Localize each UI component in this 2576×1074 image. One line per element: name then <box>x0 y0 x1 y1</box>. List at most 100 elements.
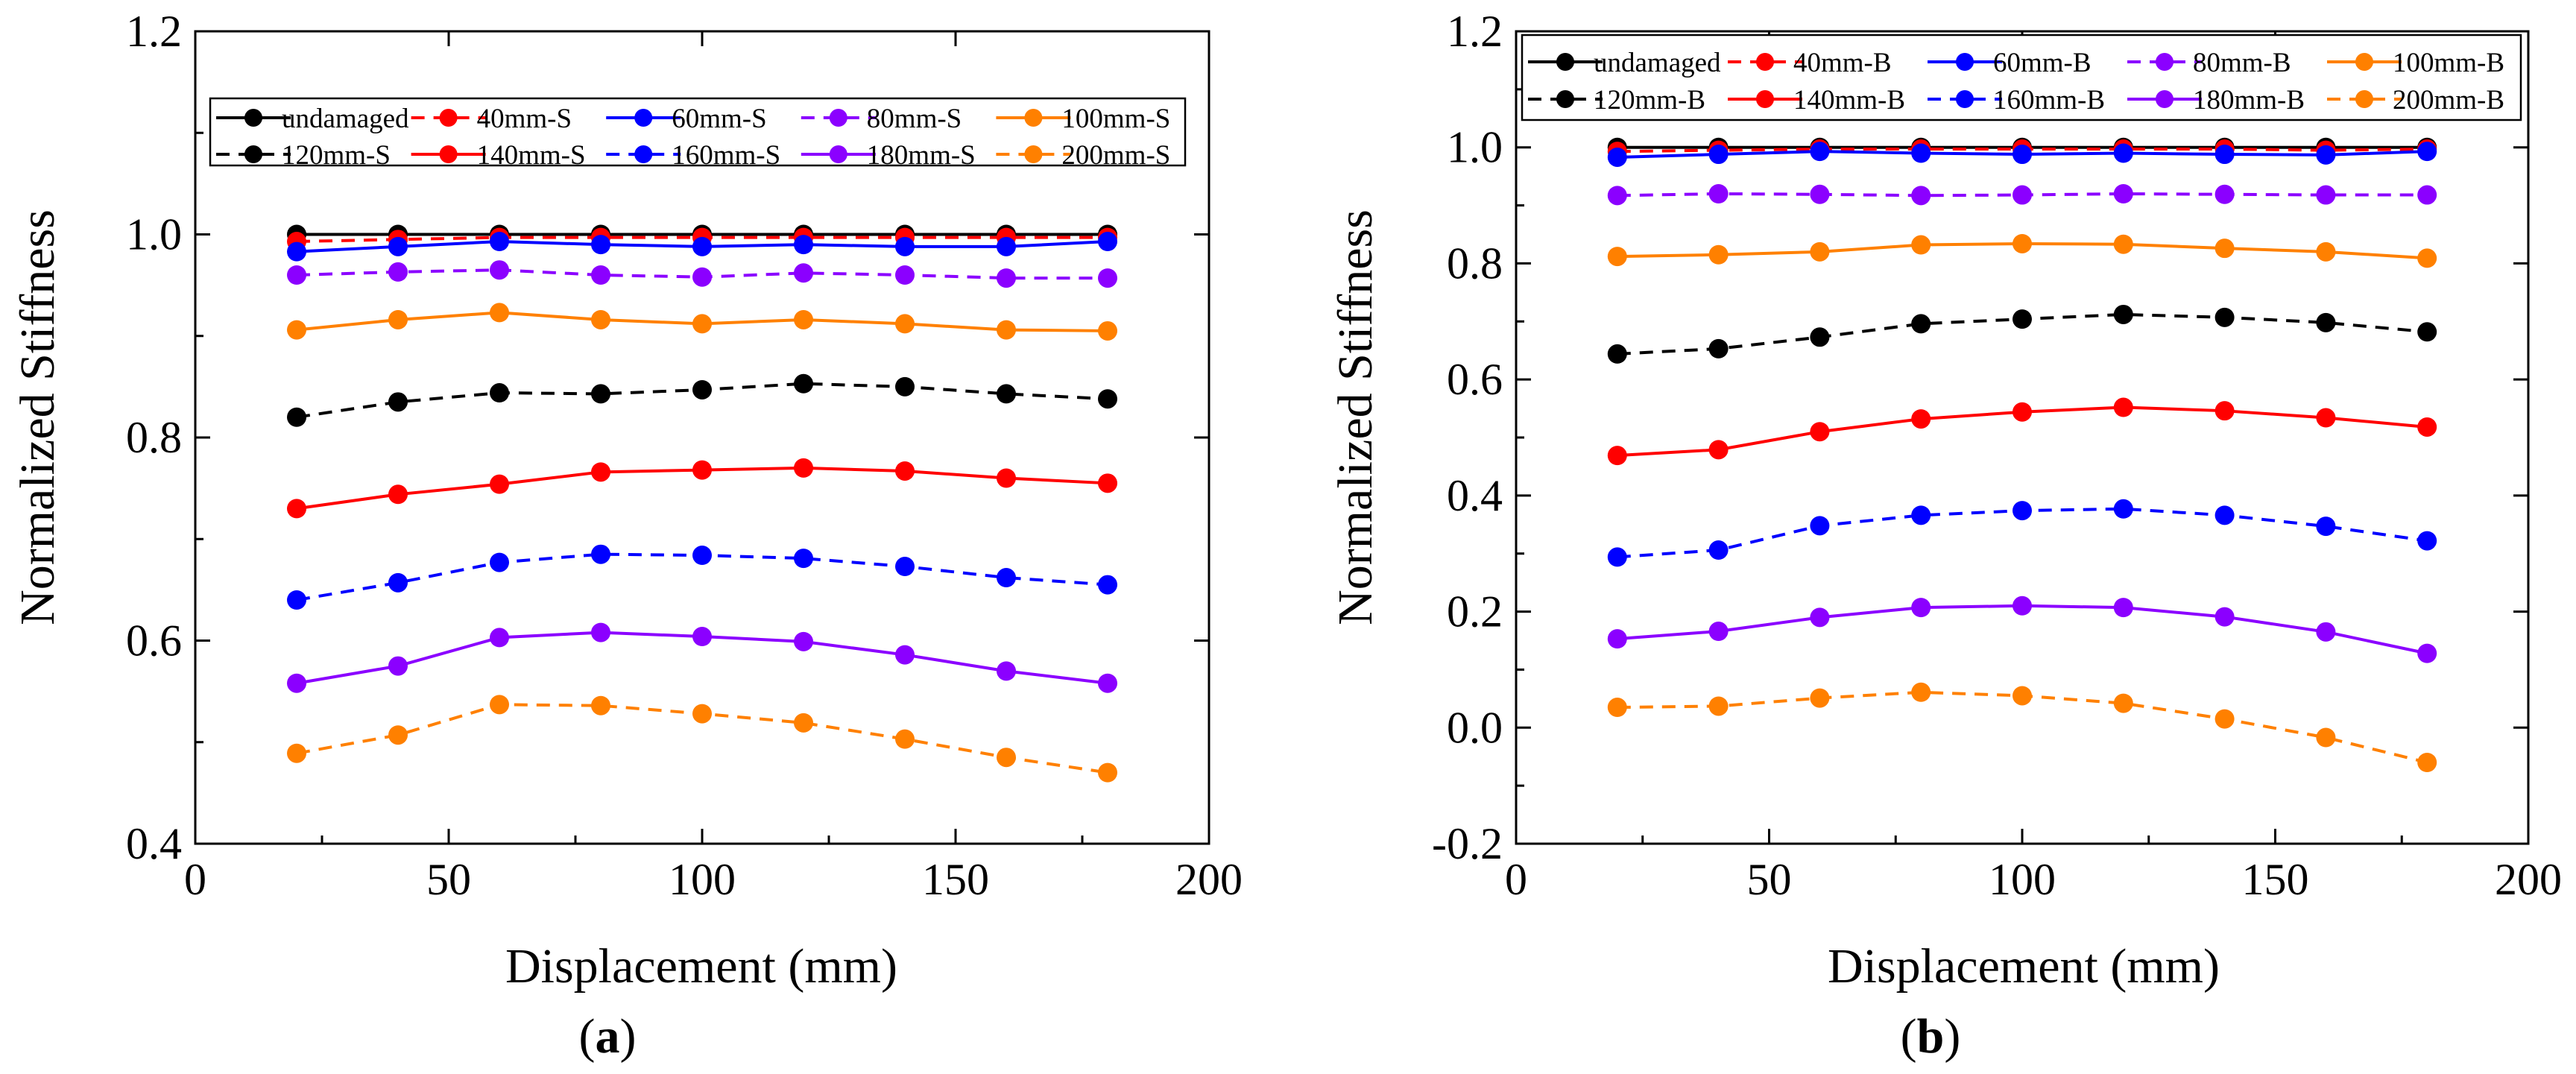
panel-a-legend-swatch-marker <box>1024 109 1043 127</box>
panel-a-data-point <box>388 262 408 282</box>
panel-b-data-point <box>1708 696 1729 716</box>
panel-a-data-point <box>388 725 408 745</box>
panel-a-data-point <box>1098 389 1117 409</box>
panel-b-data-point <box>2316 408 2336 428</box>
panel-b-data-point <box>2113 184 2133 203</box>
panel-a-data-point <box>997 236 1016 256</box>
panel-a-data-point <box>1098 320 1117 341</box>
panel-b-data-point <box>2012 145 2032 165</box>
panel-b-legend: undamaged 40mm-B 60mm-B 80mm-B 100mm-B 120mm-… <box>1521 34 2522 121</box>
panel-a-data-point <box>895 557 915 577</box>
panel-b-data-point <box>2316 312 2336 332</box>
panel-a-data-point <box>895 376 915 397</box>
panel-a-data-point <box>591 309 610 329</box>
panel-a-series-140mm-S <box>287 458 1117 519</box>
panel-b-legend-box <box>1521 34 2522 121</box>
panel-a-data-point <box>287 743 306 763</box>
panel-a-legend-swatch-marker <box>634 109 653 127</box>
panel-b-data-point <box>1810 607 1830 628</box>
panel-b-ytick-label: 1.2 <box>1447 7 1503 56</box>
panel-a-ytick-label: 0.4 <box>126 819 182 868</box>
panel-a-data-point <box>591 235 610 255</box>
panel-a-legend-label: 180mm-S <box>867 140 976 171</box>
panel-b-data-point <box>1607 629 1627 649</box>
panel-a-data-point <box>388 392 408 412</box>
panel-b-data-point <box>2214 607 2235 627</box>
panel-b-data-point <box>1607 186 1627 206</box>
panel-b-data-point <box>1911 314 1931 334</box>
panel-b-ytick-label: 1.0 <box>1447 123 1503 172</box>
panel-a-data-point <box>997 384 1016 404</box>
panel-b-data-point <box>2316 145 2336 165</box>
panel-a-data-point <box>490 474 509 494</box>
panel-a-legend: undamaged 40mm-S 60mm-S 80mm-S 100mm-S 120mm-… <box>209 97 1187 171</box>
panel-b-series-100mm-B <box>1607 233 2437 268</box>
panel-b-xtick-label: 200 <box>2495 855 2562 904</box>
panel-a-data-point <box>895 314 915 334</box>
panel-b-xlabel: Displacement (mm) <box>1828 939 2220 994</box>
panel-b-data-point <box>2417 185 2437 205</box>
panel-b-legend-swatch-marker <box>1756 53 1774 71</box>
panel-b-data-point <box>2113 693 2133 713</box>
panel-b-data-point <box>1708 184 1729 203</box>
panel-b-data-point <box>1607 147 1627 167</box>
panel-a-legend-label: 160mm-S <box>672 140 780 171</box>
panel-b-legend-swatch-marker <box>1956 53 1974 71</box>
panel-b-data-point <box>2113 598 2133 618</box>
panel-a-data-point <box>490 628 509 648</box>
panel-a-xtick-label: 150 <box>922 855 989 904</box>
panel-a-xtick-label: 0 <box>184 855 206 904</box>
panel-a-data-point <box>997 320 1016 340</box>
panel-a-data-point <box>591 462 610 482</box>
panel-b-ytick-label: -0.2 <box>1432 819 1503 868</box>
panel-b-series-120mm-B <box>1607 304 2437 364</box>
panel-b-xtick-label: 50 <box>1747 855 1792 904</box>
panel-a-data-point <box>591 265 610 285</box>
panel-b-data-point <box>2113 499 2133 519</box>
panel-a-data-point <box>287 241 306 262</box>
panel-b-data-point <box>2012 501 2032 521</box>
panel-b-data-point <box>1607 446 1627 466</box>
panel-a-legend-swatch-marker <box>634 145 653 163</box>
panel-b-data-point <box>1810 184 1830 204</box>
panel-b-data-point <box>2417 322 2437 342</box>
panel-a-ytick-label: 1.0 <box>126 210 182 259</box>
panel-b-data-point <box>2316 517 2336 537</box>
panel-b-data-point <box>1911 598 1931 618</box>
panel-b-data-point <box>2417 643 2437 663</box>
panel-b-data-point <box>2316 185 2336 205</box>
panel-a-series-160mm-S <box>287 544 1117 610</box>
panel-b-data-point <box>1810 142 1830 162</box>
panel-a-data-point <box>692 627 712 647</box>
panel-b-xtick-label: 150 <box>2242 855 2309 904</box>
panel-a-data-point <box>997 748 1016 768</box>
panel-a-data-point <box>1098 473 1117 493</box>
panel-a-legend-label: 100mm-S <box>1061 104 1170 134</box>
panel-b-legend-label: 100mm-B <box>2393 48 2504 78</box>
panel-a-legend-label: 80mm-S <box>867 104 962 134</box>
panel-a-data-point <box>895 236 915 256</box>
panel-b-data-point <box>1810 688 1830 708</box>
panel-a-data-point <box>794 631 813 651</box>
panel-b-data-point <box>2113 234 2133 254</box>
panel-a-legend-swatch-marker <box>244 145 262 163</box>
panel-b-legend-label: 160mm-B <box>1993 85 2105 116</box>
panel-a-data-point <box>287 673 306 693</box>
panel-b-ylabel: Normalized Stiffness <box>1328 209 1383 625</box>
panel-b-data-point <box>2417 753 2437 772</box>
panel-b-legend-swatch-marker <box>1556 53 1574 71</box>
panel-a-data-point <box>287 265 306 285</box>
panel-b-data-point <box>2012 185 2032 205</box>
panel-a-data-point <box>794 713 813 733</box>
panel-a-data-point <box>490 383 509 403</box>
panel-b-series-80mm-B <box>1607 184 2437 206</box>
panel-a-series-120mm-S <box>287 373 1117 427</box>
panel-b-legend-label: 40mm-B <box>1793 48 1892 78</box>
panel-b-data-point <box>2214 307 2235 327</box>
panel-a-data-point <box>692 379 712 399</box>
panel-b-legend-swatch-marker <box>2156 53 2174 71</box>
panel-a-legend-swatch-marker <box>1024 145 1043 163</box>
panel-a-data-point <box>287 407 306 427</box>
panel-b-legend-swatch-marker <box>1956 90 1974 108</box>
panel-a-legend-label: 40mm-S <box>477 104 572 134</box>
